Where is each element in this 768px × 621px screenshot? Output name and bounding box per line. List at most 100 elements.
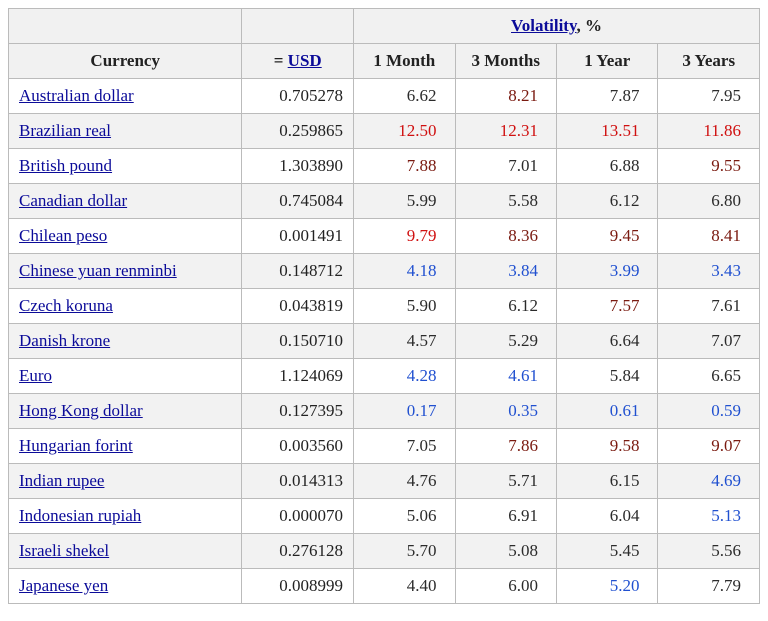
table-row: Israeli shekel0.2761285.705.085.455.56 (9, 534, 760, 569)
volatility-cell: 7.05 (354, 429, 455, 464)
volatility-cell: 4.57 (354, 324, 455, 359)
volatility-table: Volatility, % Currency = USD 1 Month 3 M… (8, 8, 760, 604)
volatility-cell: 3.84 (455, 254, 556, 289)
volatility-cell: 5.13 (658, 499, 760, 534)
table-row: Hungarian forint0.0035607.057.869.589.07 (9, 429, 760, 464)
currency-cell: Canadian dollar (9, 184, 242, 219)
currency-link[interactable]: Euro (19, 366, 52, 385)
volatility-cell: 5.84 (557, 359, 658, 394)
usd-cell: 0.127395 (242, 394, 354, 429)
volatility-cell: 8.21 (455, 79, 556, 114)
currency-link[interactable]: Canadian dollar (19, 191, 127, 210)
table-row: Japanese yen 0.0089994.406.005.207.79 (9, 569, 760, 604)
usd-cell: 1.303890 (242, 149, 354, 184)
header-volatility-group: Volatility, % (354, 9, 760, 44)
usd-cell: 0.008999 (242, 569, 354, 604)
volatility-cell: 6.00 (455, 569, 556, 604)
usd-cell: 0.043819 (242, 289, 354, 324)
usd-link[interactable]: USD (288, 51, 322, 70)
volatility-cell: 5.70 (354, 534, 455, 569)
volatility-cell: 6.88 (557, 149, 658, 184)
usd-cell: 0.745084 (242, 184, 354, 219)
volatility-cell: 7.57 (557, 289, 658, 324)
header-period-0: 1 Month (354, 44, 455, 79)
usd-cell: 0.000070 (242, 499, 354, 534)
currency-link[interactable]: Australian dollar (19, 86, 134, 105)
volatility-cell: 9.79 (354, 219, 455, 254)
currency-link[interactable]: Indonesian rupiah (19, 506, 141, 525)
volatility-cell: 7.95 (658, 79, 760, 114)
volatility-cell: 6.15 (557, 464, 658, 499)
volatility-cell: 4.69 (658, 464, 760, 499)
volatility-cell: 13.51 (557, 114, 658, 149)
currency-cell: Euro (9, 359, 242, 394)
currency-link[interactable]: Chilean peso (19, 226, 107, 245)
currency-link[interactable]: Czech koruna (19, 296, 113, 315)
currency-link[interactable]: Japanese yen (19, 576, 108, 595)
volatility-cell: 8.41 (658, 219, 760, 254)
currency-cell: Indian rupee (9, 464, 242, 499)
volatility-cell: 4.61 (455, 359, 556, 394)
currency-link[interactable]: Israeli shekel (19, 541, 109, 560)
currency-cell: Indonesian rupiah (9, 499, 242, 534)
volatility-cell: 5.20 (557, 569, 658, 604)
volatility-cell: 7.01 (455, 149, 556, 184)
currency-cell: Chilean peso (9, 219, 242, 254)
table-row: British pound1.3038907.887.016.889.55 (9, 149, 760, 184)
volatility-cell: 4.76 (354, 464, 455, 499)
volatility-cell: 6.12 (557, 184, 658, 219)
volatility-cell: 3.99 (557, 254, 658, 289)
currency-cell: Hong Kong dollar (9, 394, 242, 429)
currency-link[interactable]: Brazilian real (19, 121, 111, 140)
volatility-cell: 6.04 (557, 499, 658, 534)
currency-link[interactable]: Indian rupee (19, 471, 104, 490)
volatility-cell: 6.91 (455, 499, 556, 534)
volatility-cell: 12.50 (354, 114, 455, 149)
currency-cell: British pound (9, 149, 242, 184)
volatility-cell: 9.58 (557, 429, 658, 464)
volatility-cell: 0.59 (658, 394, 760, 429)
volatility-cell: 4.40 (354, 569, 455, 604)
currency-link[interactable]: Hungarian forint (19, 436, 133, 455)
volatility-cell: 4.28 (354, 359, 455, 394)
volatility-cell: 6.12 (455, 289, 556, 324)
volatility-cell: 0.17 (354, 394, 455, 429)
currency-link[interactable]: Danish krone (19, 331, 110, 350)
volatility-cell: 5.90 (354, 289, 455, 324)
usd-cell: 0.150710 (242, 324, 354, 359)
currency-link[interactable]: Chinese yuan renminbi (19, 261, 177, 280)
currency-link[interactable]: Hong Kong dollar (19, 401, 143, 420)
currency-link[interactable]: British pound (19, 156, 112, 175)
volatility-cell: 0.61 (557, 394, 658, 429)
currency-cell: Japanese yen (9, 569, 242, 604)
volatility-cell: 9.07 (658, 429, 760, 464)
usd-prefix: = (274, 51, 288, 70)
volatility-cell: 5.58 (455, 184, 556, 219)
volatility-link[interactable]: Volatility (511, 16, 577, 35)
usd-cell: 0.003560 (242, 429, 354, 464)
volatility-cell: 7.61 (658, 289, 760, 324)
volatility-cell: 5.29 (455, 324, 556, 359)
table-row: Euro1.1240694.284.615.846.65 (9, 359, 760, 394)
volatility-cell: 5.99 (354, 184, 455, 219)
currency-cell: Chinese yuan renminbi (9, 254, 242, 289)
volatility-cell: 6.64 (557, 324, 658, 359)
volatility-cell: 7.07 (658, 324, 760, 359)
header-period-1: 3 Months (455, 44, 556, 79)
table-body: Australian dollar0.7052786.628.217.877.9… (9, 79, 760, 604)
usd-cell: 1.124069 (242, 359, 354, 394)
currency-cell: Israeli shekel (9, 534, 242, 569)
usd-cell: 0.014313 (242, 464, 354, 499)
table-header: Volatility, % Currency = USD 1 Month 3 M… (9, 9, 760, 79)
volatility-cell: 7.79 (658, 569, 760, 604)
volatility-cell: 5.71 (455, 464, 556, 499)
table-row: Brazilian real0.25986512.5012.3113.5111.… (9, 114, 760, 149)
volatility-cell: 4.18 (354, 254, 455, 289)
header-period-3: 3 Years (658, 44, 760, 79)
volatility-cell: 6.80 (658, 184, 760, 219)
usd-cell: 0.148712 (242, 254, 354, 289)
volatility-cell: 3.43 (658, 254, 760, 289)
currency-cell: Czech koruna (9, 289, 242, 324)
table-row: Chilean peso0.0014919.798.369.458.41 (9, 219, 760, 254)
header-blank (242, 9, 354, 44)
